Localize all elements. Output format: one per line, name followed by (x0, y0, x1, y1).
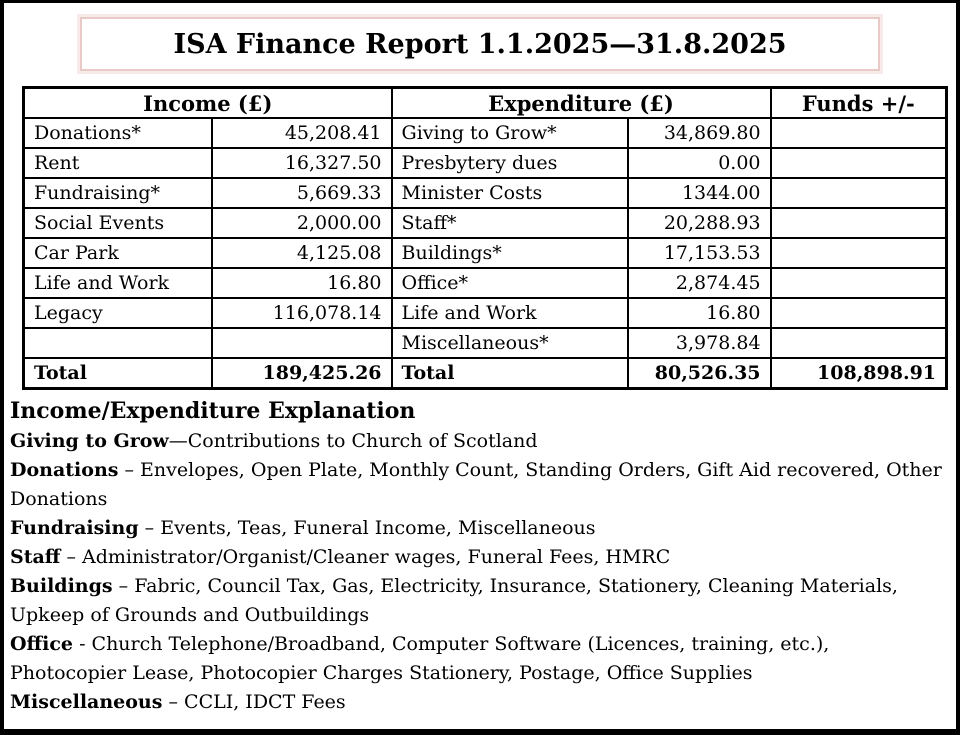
explanation-section: Income/Expenditure Explanation Giving to… (4, 390, 956, 717)
table-row: Rent 16,327.50 Presbytery dues 0.00 (22, 147, 948, 179)
explanation-item: Donations – Envelopes, Open Plate, Month… (10, 456, 944, 514)
explanation-separator: – (162, 691, 185, 713)
income-value-cell: 4,125.08 (210, 237, 393, 269)
table-total-row: Total 189,425.26 Total 80,526.35 108,898… (22, 357, 948, 390)
income-value-cell: 16,327.50 (210, 147, 393, 179)
explanation-separator: – (118, 459, 141, 481)
expenditure-column-header: Expenditure (£) (390, 86, 772, 119)
table-row: Car Park 4,125.08 Buildings* 17,153.53 (22, 237, 948, 269)
funds-value-cell (769, 117, 948, 149)
explanation-item: Office - Church Telephone/Broadband, Com… (10, 630, 944, 688)
expenditure-value-cell: 34,869.80 (626, 117, 772, 149)
expenditure-label-cell: Life and Work (390, 297, 629, 329)
explanation-text: Fabric, Council Tax, Gas, Electricity, I… (10, 575, 898, 626)
funds-value-cell (769, 297, 948, 329)
income-column-header: Income (£) (22, 86, 393, 119)
income-value-cell (210, 327, 393, 359)
explanation-item: Buildings – Fabric, Council Tax, Gas, El… (10, 572, 944, 630)
expenditure-total-label-cell: Total (390, 357, 629, 390)
explanation-text: CCLI, IDCT Fees (184, 691, 346, 713)
explanation-text: Church Telephone/Broadband, Computer Sof… (10, 633, 830, 684)
funds-value-cell (769, 207, 948, 239)
explanation-text: Envelopes, Open Plate, Monthly Count, St… (10, 459, 942, 510)
explanation-separator: - (73, 633, 92, 655)
expenditure-label-cell: Presbytery dues (390, 147, 629, 179)
income-total-label-cell: Total (22, 357, 213, 390)
expenditure-value-cell: 2,874.45 (626, 267, 772, 299)
income-value-cell: 5,669.33 (210, 177, 393, 209)
finance-table: Income (£) Expenditure (£) Funds +/- Don… (22, 86, 949, 390)
income-label-cell (22, 327, 213, 359)
income-value-cell: 116,078.14 (210, 297, 393, 329)
explanation-text: Contributions to Church of Scotland (187, 430, 538, 452)
report-title-box: ISA Finance Report 1.1.2025—31.8.2025 (80, 17, 880, 71)
income-label-cell: Legacy (22, 297, 213, 329)
explanation-item: Staff – Administrator/Organist/Cleaner w… (10, 543, 944, 572)
funds-value-cell (769, 237, 948, 269)
income-label-cell: Rent (22, 147, 213, 179)
explanation-separator: — (168, 430, 188, 452)
income-value-cell: 16.80 (210, 267, 393, 299)
explanation-heading: Income/Expenditure Explanation (10, 398, 416, 424)
table-row: Fundraising* 5,669.33 Minister Costs 134… (22, 177, 948, 209)
funds-column-header: Funds +/- (769, 86, 948, 119)
income-total-value-cell: 189,425.26 (210, 357, 393, 390)
explanation-text: Events, Teas, Funeral Income, Miscellane… (160, 517, 596, 539)
table-row: Miscellaneous* 3,978.84 (22, 327, 948, 359)
expenditure-label-cell: Minister Costs (390, 177, 629, 209)
explanation-term: Miscellaneous (10, 691, 163, 713)
expenditure-label-cell: Buildings* (390, 237, 629, 269)
expenditure-label-cell: Miscellaneous* (390, 327, 629, 359)
income-label-cell: Life and Work (22, 267, 213, 299)
table-row: Donations* 45,208.41 Giving to Grow* 34,… (22, 117, 948, 149)
table-row: Legacy 116,078.14 Life and Work 16.80 (22, 297, 948, 329)
expenditure-value-cell: 20,288.93 (626, 207, 772, 239)
funds-value-cell (769, 327, 948, 359)
explanation-term: Office (10, 633, 74, 655)
funds-total-value-cell: 108,898.91 (769, 357, 948, 390)
explanation-item: Fundraising – Events, Teas, Funeral Inco… (10, 514, 944, 543)
explanation-term: Staff (10, 546, 61, 568)
explanation-separator: – (112, 575, 135, 597)
table-row: Life and Work 16.80 Office* 2,874.45 (22, 267, 948, 299)
expenditure-value-cell: 3,978.84 (626, 327, 772, 359)
income-label-cell: Car Park (22, 237, 213, 269)
income-value-cell: 2,000.00 (210, 207, 393, 239)
expenditure-total-value-cell: 80,526.35 (626, 357, 772, 390)
income-label-cell: Social Events (22, 207, 213, 239)
expenditure-value-cell: 1344.00 (626, 177, 772, 209)
income-label-cell: Fundraising* (22, 177, 213, 209)
expenditure-value-cell: 17,153.53 (626, 237, 772, 269)
expenditure-value-cell: 0.00 (626, 147, 772, 179)
funds-value-cell (769, 177, 948, 209)
expenditure-label-cell: Office* (390, 267, 629, 299)
explanation-term: Buildings (10, 575, 113, 597)
explanation-separator: – (138, 517, 161, 539)
explanation-separator: – (60, 546, 82, 568)
income-value-cell: 45,208.41 (210, 117, 393, 149)
expenditure-value-cell: 16.80 (626, 297, 772, 329)
income-label-cell: Donations* (22, 117, 213, 149)
explanation-item: Giving to Grow—Contributions to Church o… (10, 427, 944, 456)
table-row: Social Events 2,000.00 Staff* 20,288.93 (22, 207, 948, 239)
explanation-term: Giving to Grow (10, 430, 169, 452)
funds-value-cell (769, 147, 948, 179)
explanation-term: Donations (10, 459, 119, 481)
explanation-text: Administrator/Organist/Cleaner wages, Fu… (82, 546, 671, 568)
explanation-item: Miscellaneous – CCLI, IDCT Fees (10, 688, 944, 717)
explanation-term: Fundraising (10, 517, 139, 539)
expenditure-label-cell: Staff* (390, 207, 629, 239)
expenditure-label-cell: Giving to Grow* (390, 117, 629, 149)
table-header-row: Income (£) Expenditure (£) Funds +/- (22, 86, 948, 119)
page-title: ISA Finance Report 1.1.2025—31.8.2025 (173, 28, 787, 60)
funds-value-cell (769, 267, 948, 299)
